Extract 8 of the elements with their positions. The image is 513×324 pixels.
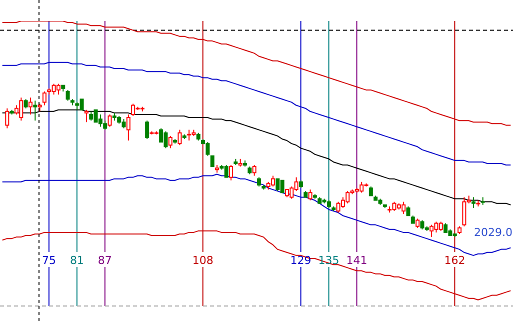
x-tick-label: 141 [346,254,368,267]
x-tick-label: 162 [444,254,466,267]
x-tick-label: 87 [98,254,112,267]
x-tick-label: 108 [192,254,214,267]
x-tick-label: 75 [42,254,56,267]
annotation: 2029.0 [474,226,512,239]
x-tick-label: 81 [70,254,84,267]
x-tick-label: 129 [290,254,312,267]
